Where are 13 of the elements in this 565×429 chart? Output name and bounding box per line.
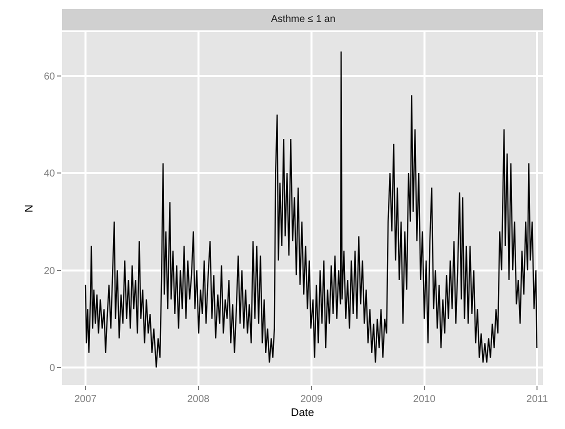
x-tick-label: 2011 <box>526 394 548 405</box>
y-axis-title: N <box>24 204 36 212</box>
y-tick-label: 40 <box>44 168 56 180</box>
x-tick-label: 2010 <box>413 394 436 405</box>
chart-title: Asthme ≤ 1 an <box>271 14 336 25</box>
x-axis-title: Date <box>290 407 314 420</box>
line-series <box>84 50 538 368</box>
y-tick-label: 60 <box>44 71 56 82</box>
x-tick-label: 2007 <box>74 394 98 405</box>
y-tick-label: 20 <box>44 266 56 277</box>
y-tick-label: 0 <box>49 363 56 374</box>
x-tick-label: 2008 <box>187 394 210 405</box>
x-tick-label: 2009 <box>300 394 324 405</box>
